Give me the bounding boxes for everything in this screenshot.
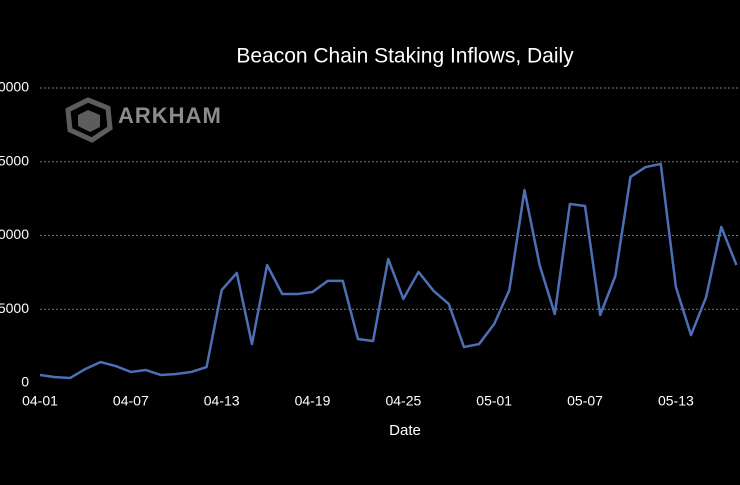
y-tick-label: 5000 — [0, 300, 29, 316]
x-tick-label: 05-13 — [658, 393, 694, 409]
y-tick-label: 15000 — [0, 152, 29, 168]
watermark-logo — [65, 97, 113, 143]
x-tick-label: 05-07 — [567, 393, 603, 409]
x-tick-label: 04-13 — [204, 393, 240, 409]
x-tick-label: 04-01 — [22, 393, 58, 409]
chart-title: Beacon Chain Staking Inflows, Daily — [236, 45, 574, 68]
x-tick-label: 04-07 — [113, 393, 149, 409]
x-tick-label: 04-25 — [385, 393, 421, 409]
data-line — [39, 162, 738, 380]
y-tick-label: 20000 — [0, 79, 29, 95]
x-axis-label: Date — [389, 422, 421, 439]
y-tick-label: 0 — [21, 374, 29, 390]
x-tick-label: 04-19 — [295, 393, 331, 409]
watermark: ARKHAM — [118, 103, 222, 128]
x-tick-label: 05-01 — [476, 393, 512, 409]
y-tick-label: 10000 — [0, 226, 29, 242]
